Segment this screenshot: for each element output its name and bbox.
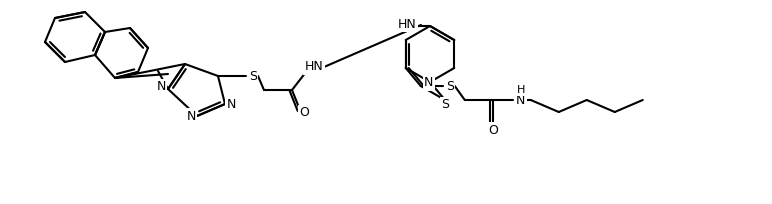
Text: S: S: [445, 80, 454, 92]
Text: S: S: [441, 99, 449, 112]
Text: N: N: [156, 81, 166, 93]
Text: N: N: [226, 98, 235, 111]
Text: N: N: [516, 93, 526, 106]
Text: O: O: [488, 123, 498, 136]
Text: N: N: [186, 110, 195, 122]
Text: H: H: [516, 85, 525, 95]
Text: N: N: [424, 76, 433, 90]
Text: HN: HN: [305, 61, 323, 73]
Text: S: S: [249, 70, 257, 82]
Text: HN: HN: [398, 18, 416, 31]
Text: O: O: [299, 106, 309, 120]
